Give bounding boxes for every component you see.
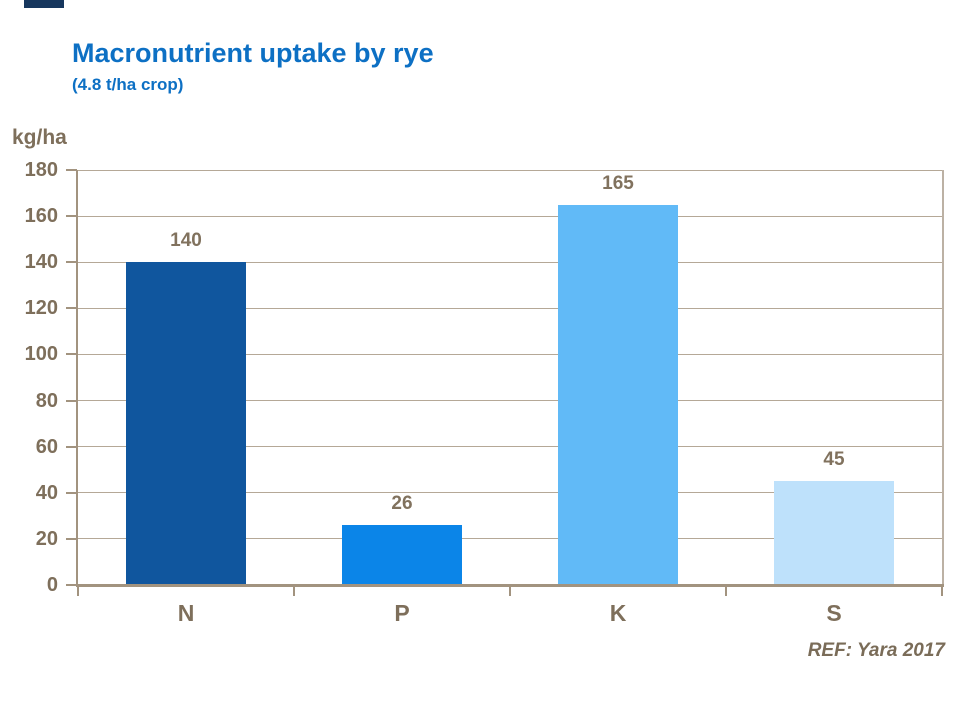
x-axis-tick bbox=[293, 587, 295, 596]
gridline-140 bbox=[78, 261, 942, 263]
y-axis-tick bbox=[66, 537, 77, 540]
gridline-180 bbox=[78, 169, 942, 171]
x-axis-tick bbox=[509, 587, 511, 596]
y-axis-unit-label: kg/ha bbox=[12, 126, 67, 149]
gridline-160 bbox=[78, 215, 942, 217]
plot-right-border bbox=[942, 170, 944, 585]
x-axis-line bbox=[76, 584, 944, 587]
y-axis-line bbox=[76, 170, 78, 585]
y-axis-tick-label: 140 bbox=[24, 251, 58, 274]
y-axis-tick bbox=[66, 445, 77, 448]
y-axis-tick bbox=[66, 261, 77, 264]
bar-value-label-N: 140 bbox=[170, 230, 202, 251]
gridline-80 bbox=[78, 400, 942, 402]
bar-N bbox=[126, 262, 246, 584]
bar-P bbox=[342, 525, 462, 584]
y-axis-tick bbox=[66, 215, 77, 218]
x-axis-category-label-P: P bbox=[394, 600, 410, 626]
gridline-120 bbox=[78, 307, 942, 309]
y-axis-tick-label: 180 bbox=[24, 159, 58, 181]
x-axis-tick bbox=[941, 587, 943, 596]
gridline-100 bbox=[78, 353, 942, 355]
corner-accent-bar bbox=[24, 0, 64, 8]
y-axis-tick-label: 20 bbox=[35, 527, 58, 550]
bar-value-label-K: 165 bbox=[602, 173, 634, 194]
y-axis-tick-label: 40 bbox=[35, 481, 58, 504]
y-axis-tick bbox=[66, 353, 77, 356]
bar-value-label-P: 26 bbox=[391, 493, 413, 514]
y-axis-tick-label: 60 bbox=[35, 435, 58, 458]
chart-title: Macronutrient uptake by rye bbox=[72, 38, 434, 68]
bar-S bbox=[774, 481, 894, 584]
bar-K bbox=[558, 205, 678, 584]
gridline-40 bbox=[78, 492, 942, 494]
reference-note: REF: Yara 2017 bbox=[807, 640, 945, 661]
x-axis-category-label-N: N bbox=[177, 600, 195, 626]
y-axis-tick bbox=[66, 399, 77, 402]
y-axis-tick-label: 100 bbox=[24, 343, 58, 366]
x-axis-category-label-K: K bbox=[609, 600, 627, 626]
y-axis-tick-label: 0 bbox=[46, 574, 58, 596]
x-axis-tick bbox=[77, 587, 79, 596]
y-axis-tick bbox=[66, 491, 77, 494]
gridline-20 bbox=[78, 538, 942, 540]
y-axis-tick-label: 80 bbox=[35, 389, 58, 412]
title-block: Macronutrient uptake by rye (4.8 t/ha cr… bbox=[72, 38, 434, 95]
y-axis-tick-label: 120 bbox=[24, 297, 58, 320]
y-axis-tick-label: 160 bbox=[24, 205, 58, 228]
bar-value-label-S: 45 bbox=[823, 449, 845, 470]
y-axis-tick bbox=[66, 584, 77, 586]
x-axis-tick bbox=[725, 587, 727, 596]
y-axis-tick bbox=[66, 307, 77, 310]
x-axis-category-label-S: S bbox=[826, 600, 842, 626]
y-axis-tick bbox=[66, 169, 77, 171]
chart-subtitle: (4.8 t/ha crop) bbox=[72, 75, 184, 94]
gridline-60 bbox=[78, 446, 942, 448]
